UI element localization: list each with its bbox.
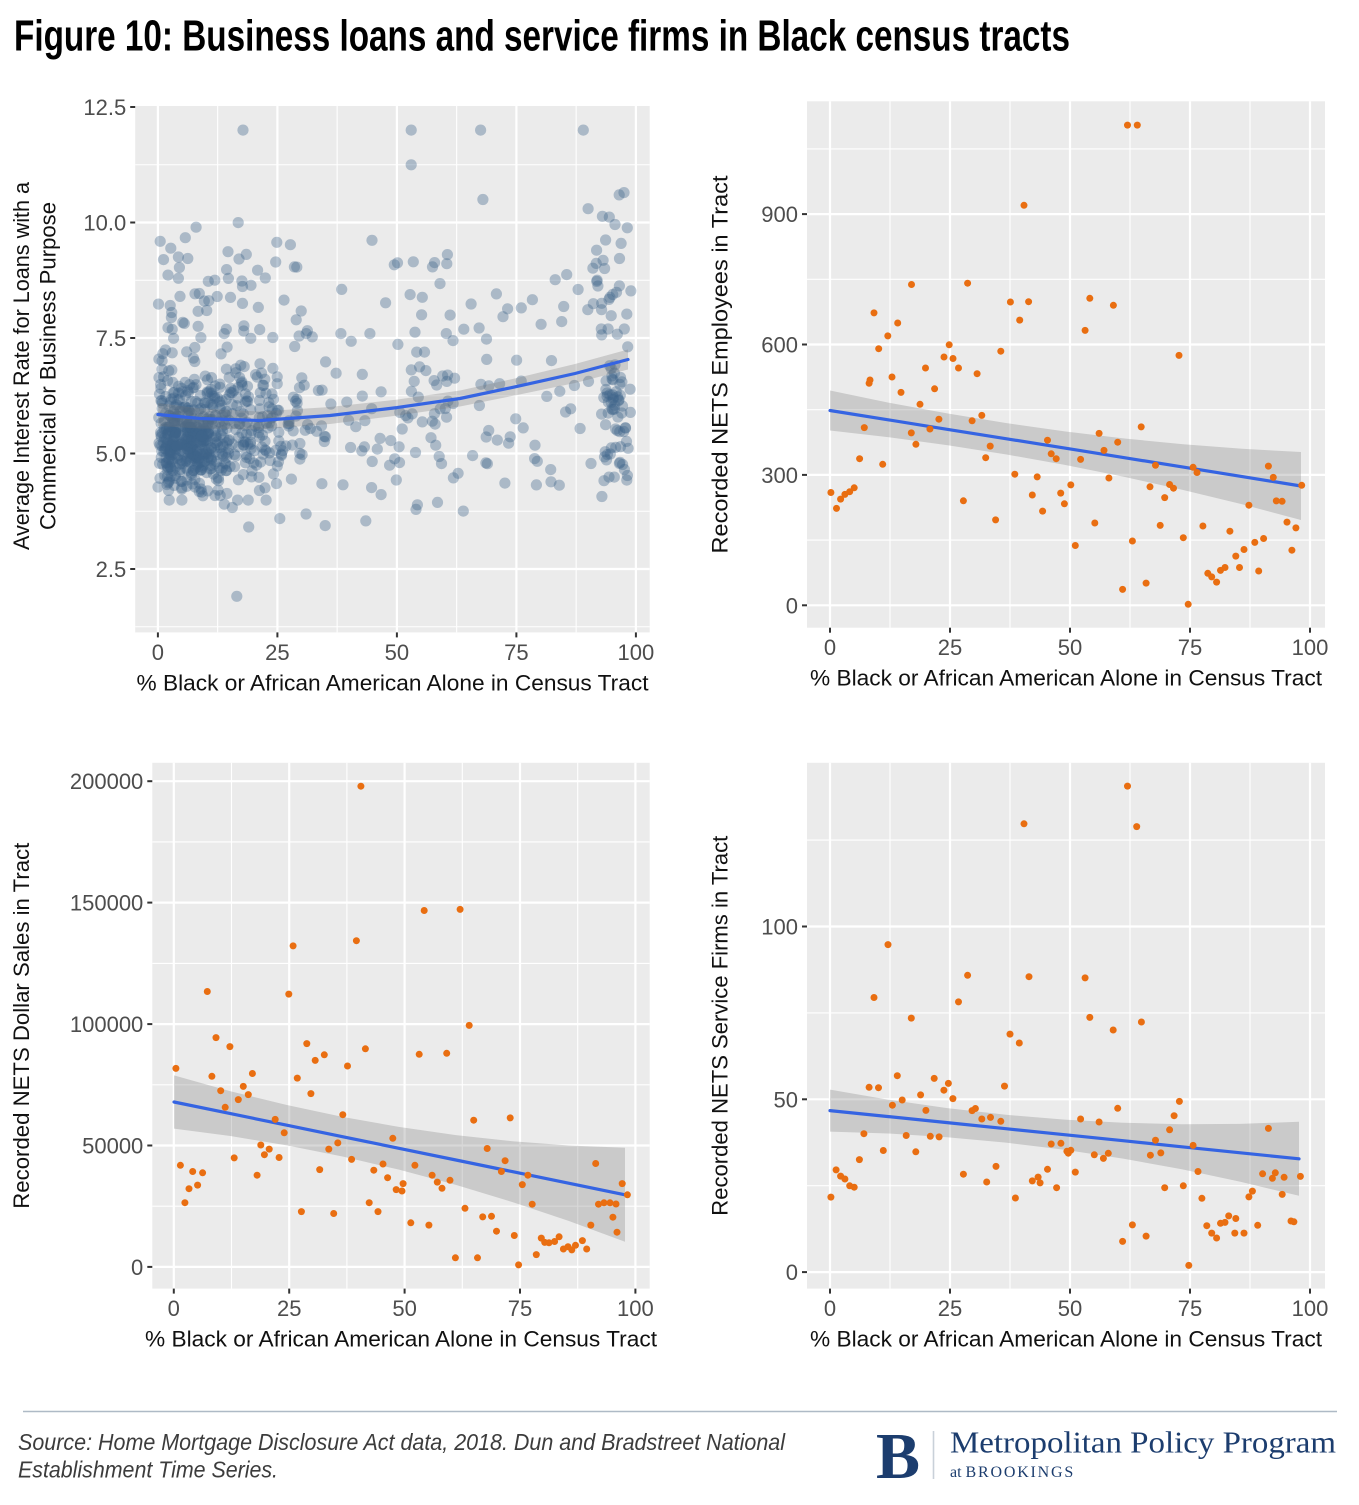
svg-text:Metropolitan Policy Program: Metropolitan Policy Program (950, 1425, 1336, 1460)
svg-text:% Black or African American Al: % Black or African American Alone in Cen… (810, 1327, 1323, 1352)
svg-text:Recorded NETS Employees in Tra: Recorded NETS Employees in Tract (707, 175, 732, 554)
svg-text:12.5: 12.5 (83, 95, 126, 120)
svg-text:% Black or African American Al: % Black or African American Alone in Cen… (137, 670, 650, 695)
svg-text:Recorded NETS Dollar Sales in: Recorded NETS Dollar Sales in Tract (9, 842, 34, 1209)
svg-text:900: 900 (761, 202, 798, 227)
svg-text:50: 50 (1058, 1296, 1082, 1321)
svg-text:% Black or African American Al: % Black or African American Alone in Cen… (810, 666, 1323, 691)
svg-text:Average Interest Rate for Loan: Average Interest Rate for Loans with a (9, 182, 34, 550)
svg-text:25: 25 (265, 640, 289, 665)
svg-text:100: 100 (618, 640, 655, 665)
svg-text:Recorded NETS Service Firms in: Recorded NETS Service Firms in Tract (707, 835, 732, 1216)
svg-text:50: 50 (774, 1087, 798, 1112)
svg-text:0: 0 (786, 593, 798, 618)
svg-text:0: 0 (824, 1296, 836, 1321)
svg-text:100: 100 (617, 1296, 654, 1321)
svg-text:50: 50 (385, 640, 409, 665)
svg-text:200000: 200000 (70, 769, 143, 794)
svg-text:100: 100 (1292, 1296, 1329, 1321)
svg-text:0: 0 (152, 640, 164, 665)
svg-text:Figure 10: Business loans and: Figure 10: Business loans and service fi… (14, 12, 1070, 61)
svg-text:100: 100 (761, 915, 798, 940)
svg-text:at BROOKINGS: at BROOKINGS (950, 1464, 1075, 1481)
svg-text:0: 0 (131, 1255, 143, 1280)
svg-text:5.0: 5.0 (96, 442, 127, 467)
svg-text:Source: Home Mortgage Disclosu: Source: Home Mortgage Disclosure Act dat… (18, 1429, 786, 1455)
svg-text:600: 600 (761, 333, 798, 358)
svg-text:75: 75 (504, 640, 528, 665)
svg-text:25: 25 (938, 1296, 962, 1321)
svg-text:75: 75 (1178, 1296, 1202, 1321)
svg-text:25: 25 (277, 1296, 301, 1321)
svg-text:% Black or African American Al: % Black or African American Alone in Cen… (145, 1327, 658, 1352)
svg-text:2.5: 2.5 (96, 557, 127, 582)
svg-text:0: 0 (786, 1260, 798, 1285)
svg-text:50000: 50000 (82, 1134, 143, 1159)
svg-text:7.5: 7.5 (96, 326, 127, 351)
svg-text:100: 100 (1292, 635, 1329, 660)
svg-text:75: 75 (508, 1296, 532, 1321)
svg-text:B: B (876, 1420, 920, 1493)
svg-text:Commercial or Business Purpose: Commercial or Business Purpose (36, 202, 61, 530)
svg-text:10.0: 10.0 (83, 211, 126, 236)
svg-text:0: 0 (824, 635, 836, 660)
svg-text:50: 50 (392, 1296, 416, 1321)
svg-text:100000: 100000 (70, 1012, 143, 1037)
svg-text:50: 50 (1058, 635, 1082, 660)
svg-text:0: 0 (168, 1296, 180, 1321)
svg-text:Establishment Time Series.: Establishment Time Series. (18, 1456, 278, 1482)
svg-text:75: 75 (1178, 635, 1202, 660)
svg-text:150000: 150000 (70, 891, 143, 916)
svg-text:25: 25 (938, 635, 962, 660)
svg-text:300: 300 (761, 463, 798, 488)
